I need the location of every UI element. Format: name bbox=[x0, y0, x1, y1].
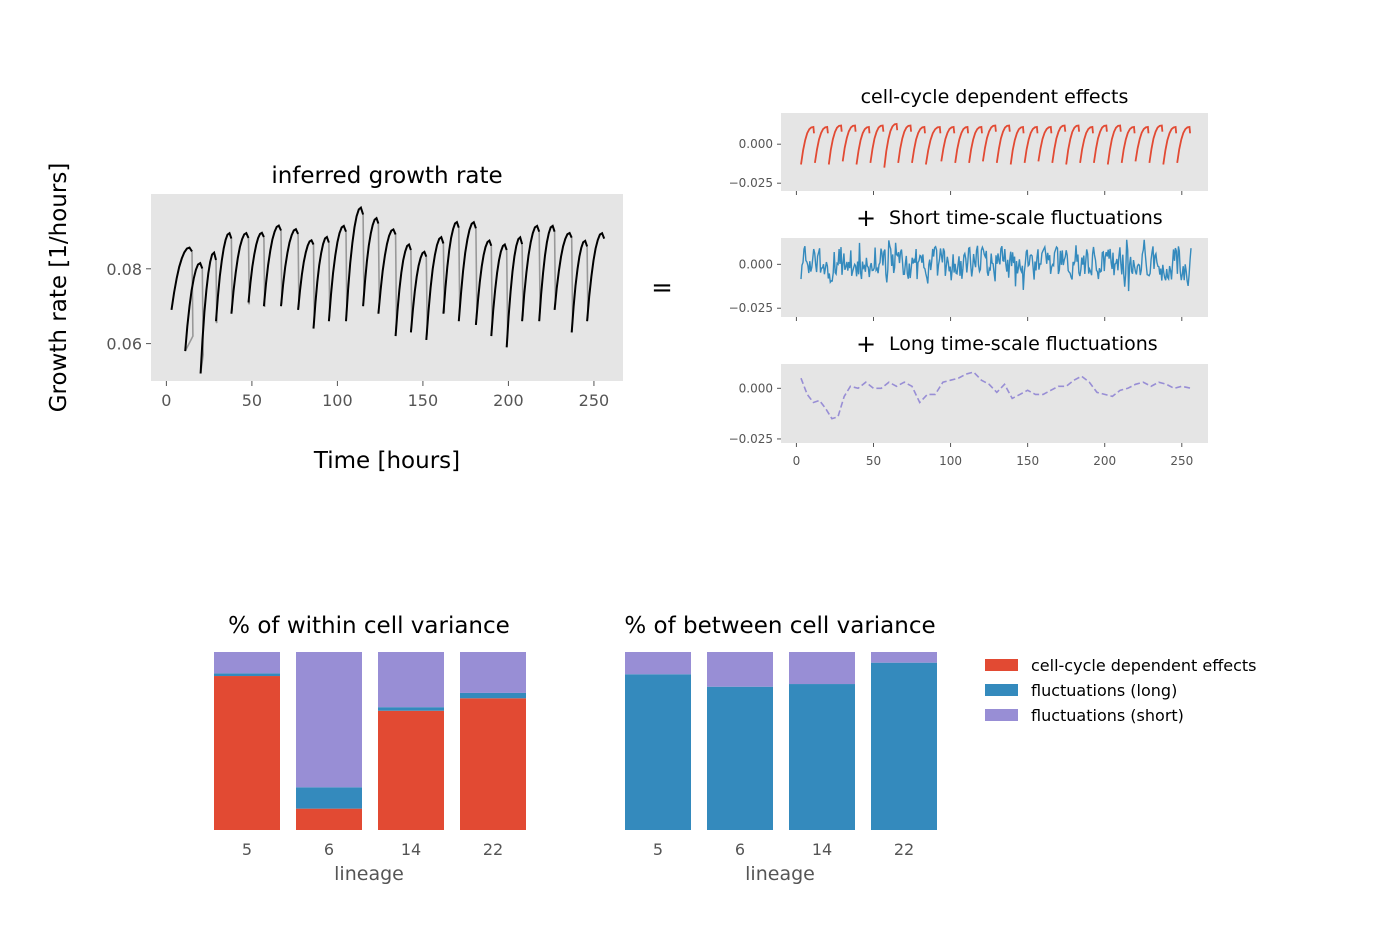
plot-area bbox=[781, 364, 1208, 443]
legend-swatch bbox=[985, 684, 1018, 696]
bar-segment bbox=[296, 652, 362, 788]
y-tick-label: 0.06 bbox=[106, 335, 142, 354]
growth-rate-line bbox=[170, 205, 606, 374]
bar-segment bbox=[296, 787, 362, 809]
x-tick-label: 150 bbox=[1016, 454, 1039, 468]
x-axis-label: lineage bbox=[334, 863, 404, 885]
x-tick-label: 6 bbox=[735, 840, 745, 859]
bar-segment bbox=[707, 652, 773, 687]
y-axis-label: Growth rate [1/hours] bbox=[46, 163, 72, 413]
chart-title: cell-cycle dependent effects bbox=[861, 86, 1129, 108]
legend-swatch bbox=[985, 659, 1018, 671]
bar-segment bbox=[871, 652, 937, 663]
bar-segment bbox=[378, 710, 444, 830]
x-tick-label: 100 bbox=[939, 454, 962, 468]
x-tick-label: 50 bbox=[242, 391, 262, 410]
legend-swatch bbox=[985, 709, 1018, 721]
bar-segment bbox=[460, 698, 526, 830]
bar-segment bbox=[460, 692, 526, 699]
y-tick-label: 0.000 bbox=[739, 381, 773, 395]
bar-segment bbox=[214, 652, 280, 674]
x-tick-label: 22 bbox=[483, 840, 503, 859]
x-tick-label: 14 bbox=[812, 840, 832, 859]
y-tick-label: 0.000 bbox=[739, 137, 773, 151]
plot-area bbox=[151, 194, 623, 381]
legend-label: fluctuations (short) bbox=[1031, 706, 1184, 725]
bar-segment bbox=[789, 652, 855, 685]
x-tick-label: 22 bbox=[894, 840, 914, 859]
x-tick-label: 100 bbox=[322, 391, 353, 410]
x-tick-label: 250 bbox=[1170, 454, 1193, 468]
equals-sign: = bbox=[651, 273, 673, 303]
x-tick-label: 14 bbox=[401, 840, 421, 859]
x-tick-label: 5 bbox=[653, 840, 663, 859]
chart-title: % of between cell variance bbox=[624, 613, 935, 639]
bar-segment bbox=[625, 674, 691, 830]
chart-title: Long time-scale fluctuations bbox=[889, 333, 1158, 355]
y-tick-label: −0.025 bbox=[729, 176, 773, 190]
bar-segment bbox=[214, 673, 280, 677]
plus-sign: + bbox=[856, 330, 876, 358]
x-axis-label: Time [hours] bbox=[313, 448, 460, 474]
short-fluctuation-line bbox=[800, 239, 1192, 292]
bar-segment bbox=[625, 652, 691, 675]
chart-title: inferred growth rate bbox=[271, 163, 502, 189]
bar-segment bbox=[707, 686, 773, 830]
bar-segment bbox=[460, 652, 526, 693]
x-tick-label: 0 bbox=[793, 454, 801, 468]
x-tick-label: 6 bbox=[324, 840, 334, 859]
x-tick-label: 5 bbox=[242, 840, 252, 859]
x-tick-label: 200 bbox=[1093, 454, 1116, 468]
bar-segment bbox=[871, 662, 937, 830]
x-tick-label: 200 bbox=[493, 391, 524, 410]
y-tick-label: 0.000 bbox=[739, 257, 773, 271]
plus-sign: + bbox=[856, 204, 876, 232]
bar-segment bbox=[378, 707, 444, 711]
x-tick-label: 250 bbox=[579, 391, 610, 410]
plot-area bbox=[781, 113, 1208, 191]
chart-title: % of within cell variance bbox=[228, 613, 510, 639]
long-fluctuation-line bbox=[800, 371, 1192, 420]
bar-segment bbox=[214, 676, 280, 830]
cell-cycle-line bbox=[800, 122, 1191, 168]
bar-segment bbox=[296, 808, 362, 830]
y-tick-label: 0.08 bbox=[106, 260, 142, 279]
bar-segment bbox=[378, 652, 444, 708]
chart-title: Short time-scale fluctuations bbox=[889, 207, 1163, 229]
x-tick-label: 50 bbox=[866, 454, 881, 468]
y-tick-label: −0.025 bbox=[729, 301, 773, 315]
bar-segment bbox=[789, 684, 855, 830]
legend-label: fluctuations (long) bbox=[1031, 681, 1177, 700]
x-tick-label: 150 bbox=[408, 391, 439, 410]
y-tick-label: −0.025 bbox=[729, 432, 773, 446]
x-axis-label: lineage bbox=[745, 863, 815, 885]
legend-label: cell-cycle dependent effects bbox=[1031, 656, 1257, 675]
x-tick-label: 0 bbox=[161, 391, 171, 410]
